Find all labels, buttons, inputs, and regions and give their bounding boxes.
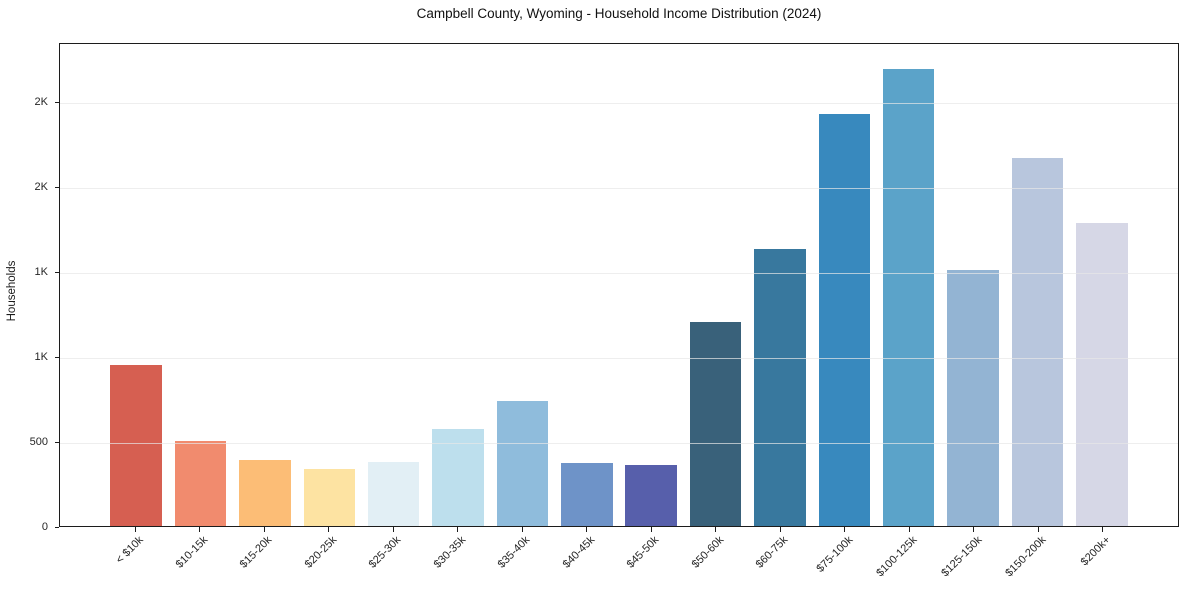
x-tick-mark bbox=[779, 527, 781, 532]
bar-slot bbox=[941, 44, 1005, 526]
bar-$125-150k bbox=[947, 269, 999, 526]
y-tick-label: 1K bbox=[34, 351, 48, 364]
x-tick-mark bbox=[457, 527, 459, 532]
x-tick-label: $25-30k bbox=[367, 534, 404, 571]
bar-slot bbox=[1070, 44, 1134, 526]
x-tick-mark bbox=[650, 527, 652, 532]
bar-$40-45k bbox=[561, 462, 613, 526]
bar-slot bbox=[168, 44, 232, 526]
x-tick-mark bbox=[392, 527, 394, 532]
x-tick-label: $50-60k bbox=[689, 534, 727, 571]
x-tick-label: $150-200k bbox=[1003, 534, 1049, 580]
bar-$150-200k bbox=[1011, 158, 1064, 526]
bar-slot bbox=[812, 44, 876, 526]
bar-slot bbox=[297, 44, 361, 526]
bar-< $10k bbox=[110, 364, 162, 526]
bar-$75-100k bbox=[818, 114, 871, 526]
bar-$60-75k bbox=[754, 249, 806, 526]
x-tick-mark bbox=[134, 527, 136, 532]
x-tick-label: $15-20k bbox=[238, 534, 275, 571]
bar-$25-30k bbox=[367, 461, 420, 526]
y-tick-label: 2K bbox=[34, 181, 48, 194]
bar-$100-125k bbox=[882, 69, 935, 526]
y-tick-mark bbox=[55, 356, 59, 358]
y-tick-label: 500 bbox=[29, 436, 48, 449]
x-tick-mark bbox=[908, 527, 910, 532]
bar-slot bbox=[426, 44, 490, 526]
plot-area bbox=[59, 43, 1179, 527]
x-tick-mark bbox=[1037, 527, 1039, 532]
x-tick-label: $20-25k bbox=[302, 534, 340, 571]
bar-$10-15k bbox=[174, 440, 227, 526]
bars-container bbox=[60, 44, 1178, 526]
bar-slot bbox=[104, 44, 168, 526]
x-tick-mark bbox=[586, 527, 588, 532]
x-tick-label: $30-35k bbox=[431, 534, 469, 571]
x-tick-mark bbox=[328, 527, 330, 532]
x-tick-label: $40-45k bbox=[560, 534, 598, 571]
x-tick-label: $10-15k bbox=[173, 534, 211, 571]
bar-$20-25k bbox=[303, 468, 356, 526]
bar-slot bbox=[362, 44, 426, 526]
y-tick-label: 1K bbox=[34, 266, 48, 279]
x-tick-label: $45-50k bbox=[625, 534, 662, 571]
chart-title: Campbell County, Wyoming - Household Inc… bbox=[416, 6, 822, 21]
x-tick-mark bbox=[199, 527, 201, 532]
y-tick-mark bbox=[55, 271, 59, 273]
x-tick-mark bbox=[844, 527, 846, 532]
x-tick-mark bbox=[1102, 527, 1104, 532]
y-tick-mark bbox=[55, 441, 59, 443]
bar-$45-50k bbox=[625, 465, 677, 526]
x-tick-mark bbox=[263, 527, 265, 532]
x-tick-mark bbox=[973, 527, 975, 532]
bar-slot bbox=[683, 44, 747, 526]
bar-$30-35k bbox=[432, 428, 484, 526]
x-tick-label: < $10k bbox=[113, 534, 146, 567]
bar-$35-40k bbox=[496, 400, 549, 526]
x-tick-label: $75-100k bbox=[814, 534, 856, 575]
y-tick-mark bbox=[55, 101, 59, 104]
bar-slot bbox=[748, 44, 812, 526]
y-tick-label: 2K bbox=[34, 96, 48, 109]
x-tick-label: $200k+ bbox=[1079, 534, 1114, 569]
bar-$50-60k bbox=[689, 322, 742, 526]
bar-slot bbox=[877, 44, 941, 526]
bar-$15-20k bbox=[239, 460, 291, 526]
y-tick-label: 0 bbox=[41, 521, 48, 533]
x-tick-label: $60-75k bbox=[754, 534, 791, 571]
bar-$200k+ bbox=[1076, 223, 1128, 526]
bar-slot bbox=[490, 44, 554, 526]
x-tick-mark bbox=[715, 527, 717, 532]
x-tick-label: $125-150k bbox=[938, 534, 985, 580]
x-tick-mark bbox=[521, 527, 523, 532]
y-tick-mark bbox=[55, 526, 59, 528]
y-tick-mark bbox=[55, 186, 59, 189]
y-axis-label: Households bbox=[6, 260, 18, 322]
x-tick-label: $100-125k bbox=[874, 534, 920, 580]
bar-slot bbox=[1005, 44, 1069, 526]
x-tick-label: $35-40k bbox=[496, 534, 533, 571]
x-axis-tick-labels: < $10k $10-15k $15-20k $20-25k $25-30k $30-35… bbox=[59, 534, 1179, 590]
bar-slot bbox=[619, 44, 683, 526]
bar-slot bbox=[555, 44, 619, 526]
bar-slot bbox=[233, 44, 297, 526]
